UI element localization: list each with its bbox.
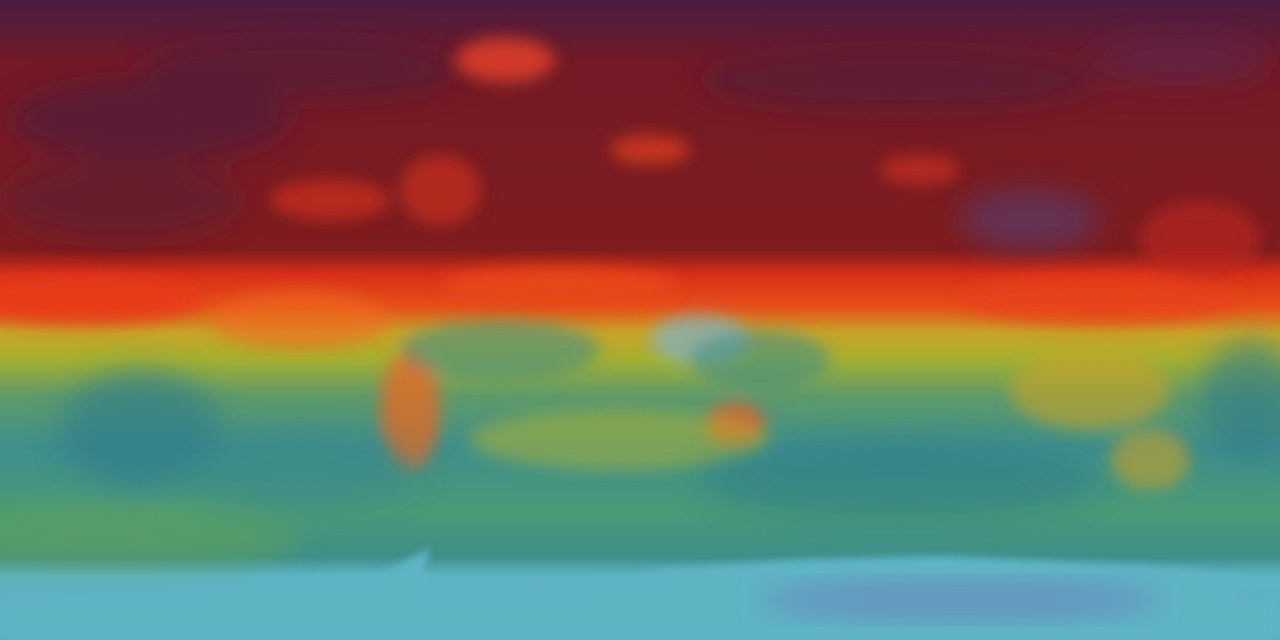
antarctica-interior	[760, 578, 1160, 622]
northern-swirls	[0, 35, 1270, 250]
tropical-band	[380, 315, 1190, 490]
bright-emission-regions	[0, 38, 1260, 350]
southern-ocean-eddies	[0, 340, 1280, 570]
south-america-region	[380, 350, 440, 470]
greenland-region	[455, 38, 555, 82]
